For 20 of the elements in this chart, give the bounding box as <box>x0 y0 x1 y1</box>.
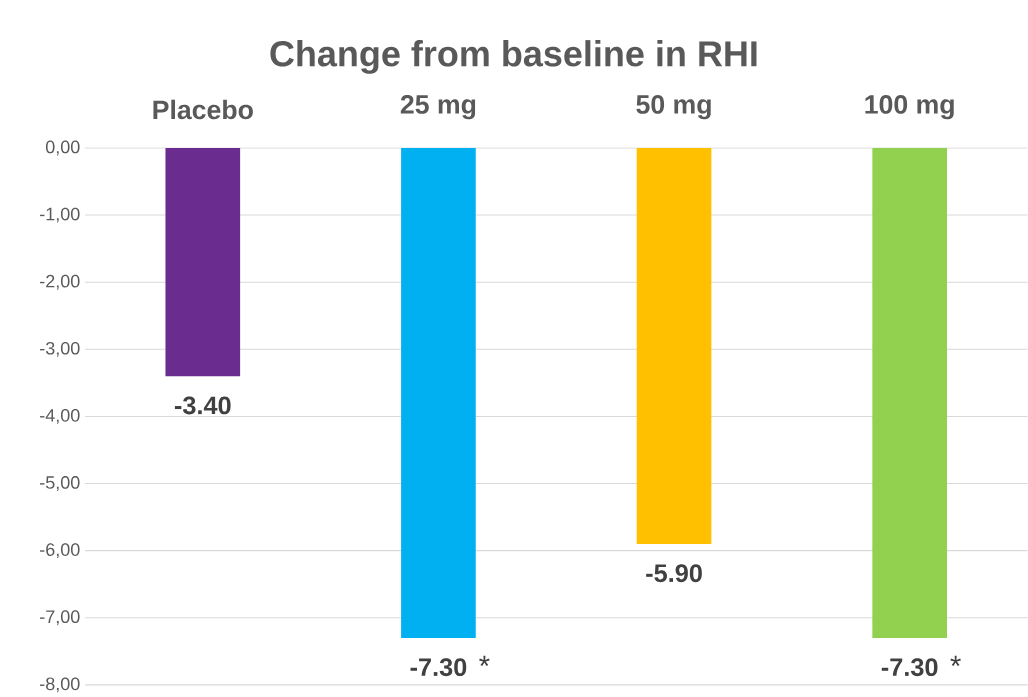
x-tick-label: Placebo <box>153 99 253 120</box>
y-tick-label: -3,00 <box>40 341 80 357</box>
data-label: -7.30 <box>881 658 938 677</box>
y-tick-label: -7,00 <box>40 610 80 626</box>
data-label: -3.40 <box>174 396 231 415</box>
y-tick-label: -2,00 <box>40 274 80 290</box>
x-tick-label: 50 mg <box>636 95 711 120</box>
data-label: -7.30 <box>410 658 467 677</box>
y-tick-label: -1,00 <box>40 207 80 223</box>
y-tick-label: -8,00 <box>40 677 80 693</box>
x-tick-label: 25 mg <box>400 95 476 120</box>
annotation: * <box>950 655 961 667</box>
chart-title: Change from baseline in RHI <box>270 40 757 74</box>
annotation: * <box>479 655 490 667</box>
y-tick-label: 0,00 <box>45 140 80 156</box>
y-tick-label: -4,00 <box>40 409 80 424</box>
y-tick-label: -6,00 <box>40 543 80 559</box>
y-tick-label: -5,00 <box>40 476 80 492</box>
data-label: -5.90 <box>646 564 702 583</box>
x-tick-label: 100 mg <box>865 95 954 120</box>
